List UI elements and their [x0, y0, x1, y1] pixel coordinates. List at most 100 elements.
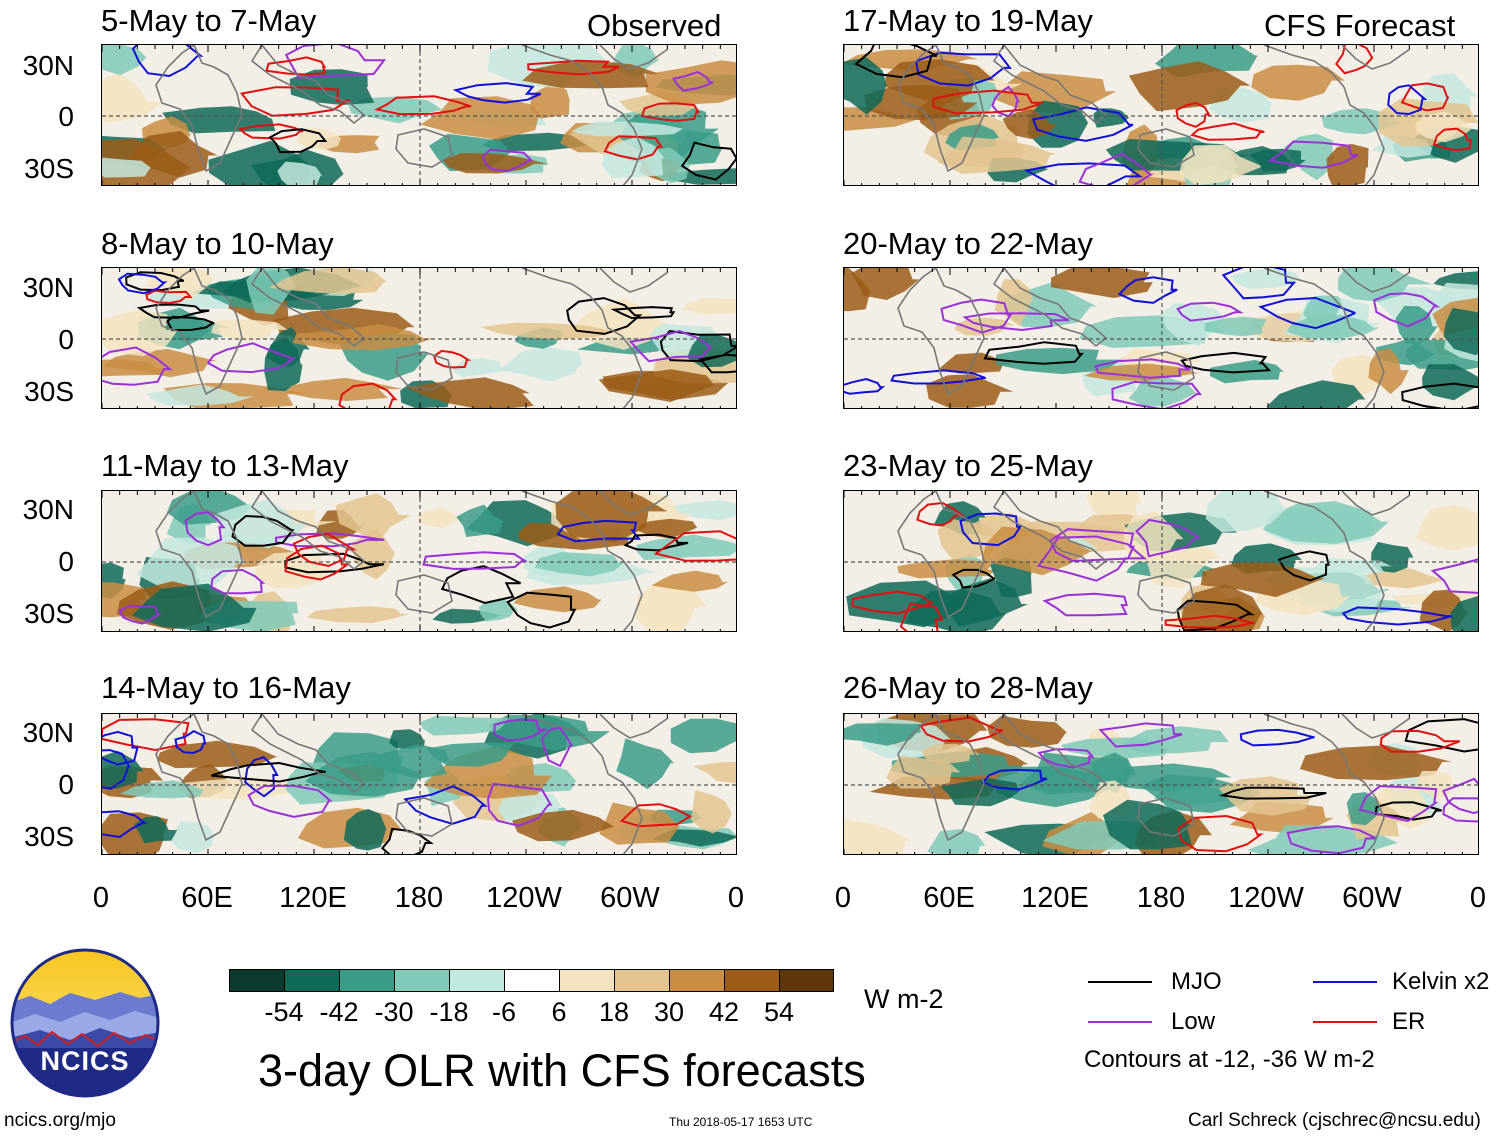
- olr-anomaly: [897, 559, 998, 579]
- olr-anomaly: [1338, 268, 1433, 302]
- wave-contour: [1177, 814, 1264, 853]
- wave-contour: [374, 95, 472, 116]
- coastline: [1263, 491, 1385, 631]
- coastline: [155, 45, 243, 173]
- panel-title-fcst-1: 17-May to 19-May: [843, 3, 1093, 38]
- wave-contour: [603, 135, 664, 161]
- map-canvas: [844, 268, 1478, 408]
- x-label-left-120e: 120E: [279, 882, 347, 914]
- wave-contour: [102, 730, 139, 766]
- coastline: [250, 268, 366, 348]
- panel-title-fcst-4: 26-May to 28-May: [843, 670, 1093, 705]
- x-label-left-0: 0: [92, 882, 110, 914]
- wave-contour: [145, 289, 193, 305]
- colorbar-units: W m-2: [864, 984, 944, 1014]
- wave-contour: [1379, 729, 1461, 753]
- olr-anomaly: [616, 738, 675, 790]
- coastline: [599, 268, 669, 293]
- map-canvas: [844, 45, 1478, 185]
- coastline: [992, 714, 1108, 794]
- olr-anomaly: [102, 157, 152, 178]
- colorbar-label: 30: [653, 997, 685, 1027]
- wave-contour: [1190, 122, 1265, 141]
- colorbar-swatch: [284, 969, 339, 992]
- olr-anomaly: [1303, 295, 1344, 326]
- wave-contour: [265, 56, 327, 76]
- olr-anomaly: [1230, 268, 1301, 290]
- wave-contour: [1401, 382, 1478, 408]
- olr-anomaly: [954, 317, 1015, 336]
- olr-anomaly: [426, 742, 515, 767]
- olr-anomaly: [601, 136, 665, 178]
- y-label-30n-row3: 30N: [22, 494, 74, 525]
- y-label-30n-row4: 30N: [22, 717, 74, 748]
- wave-contour: [493, 718, 548, 742]
- wave-contour: [1400, 82, 1450, 112]
- legend-kelvin-line: [1313, 981, 1377, 983]
- y-label-0-row2: 0: [58, 324, 74, 355]
- olr-anomaly: [994, 279, 1034, 327]
- olr-anomaly: [993, 71, 1117, 115]
- olr-anomaly: [513, 586, 602, 613]
- wave-contour: [540, 726, 574, 768]
- wave-contour: [940, 298, 1013, 334]
- colorbar-swatch: [394, 969, 449, 992]
- wave-contour: [1442, 797, 1478, 823]
- olr-anomaly: [681, 298, 736, 315]
- wave-contour: [210, 568, 266, 595]
- x-label-left-60e: 60E: [181, 882, 233, 914]
- map-canvas: [102, 714, 736, 854]
- map-panel-fcst-4: [843, 713, 1479, 855]
- legend-mjo-label: MJO: [1171, 968, 1222, 995]
- wave-contour: [1239, 728, 1315, 747]
- coastline: [395, 574, 453, 614]
- coastline: [1137, 351, 1195, 391]
- wave-contour: [698, 353, 736, 374]
- olr-anomaly: [1179, 144, 1264, 185]
- wave-contour: [338, 382, 398, 408]
- coastline: [599, 714, 669, 739]
- olr-anomaly: [886, 755, 961, 789]
- olr-anomaly: [530, 82, 571, 119]
- legend-contour-note: Contours at -12, -36 W m-2: [1084, 1046, 1375, 1073]
- wave-contour: [851, 590, 934, 615]
- wave-contour: [1164, 614, 1255, 629]
- coastline: [521, 268, 643, 408]
- wave-contour: [381, 827, 434, 854]
- legend-low-line: [1088, 1021, 1152, 1023]
- wave-contour: [240, 86, 352, 117]
- olr-anomaly: [669, 500, 736, 521]
- map-canvas: [844, 714, 1478, 854]
- x-label-left-60w: 60W: [600, 882, 660, 914]
- coastline: [897, 714, 985, 842]
- wave-contour: [1218, 786, 1327, 800]
- coastline: [395, 797, 453, 837]
- x-label-right-60w: 60W: [1342, 882, 1402, 914]
- olr-anomaly: [1218, 776, 1313, 816]
- wave-contour: [1277, 550, 1330, 582]
- wave-contour: [981, 768, 1048, 791]
- wave-contour: [680, 141, 736, 181]
- olr-anomaly: [670, 718, 736, 754]
- panel-title-obs-3: 11-May to 13-May: [101, 448, 349, 483]
- map-panel-obs-4: [101, 713, 737, 855]
- colorbar-swatch: [449, 969, 504, 992]
- olr-anomaly: [102, 45, 147, 76]
- olr-anomaly: [1415, 111, 1474, 143]
- wave-contour: [125, 271, 185, 292]
- legend-kelvin-label: Kelvin x2: [1392, 968, 1490, 995]
- olr-anomaly: [316, 509, 364, 540]
- colorbar-label: 42: [708, 997, 740, 1027]
- legend-er-label: ER: [1392, 1008, 1426, 1035]
- wave-contour: [619, 803, 693, 828]
- coastline: [521, 491, 643, 631]
- y-label-0-row3: 0: [58, 546, 74, 577]
- colorbar-label: -42: [319, 997, 359, 1027]
- map-canvas: [102, 45, 736, 185]
- coastline: [992, 491, 1108, 571]
- wave-contour: [1078, 152, 1155, 185]
- olr-anomaly: [307, 606, 410, 623]
- olr-anomaly: [937, 136, 1057, 174]
- coastline: [395, 351, 453, 391]
- colorbar: [229, 969, 834, 992]
